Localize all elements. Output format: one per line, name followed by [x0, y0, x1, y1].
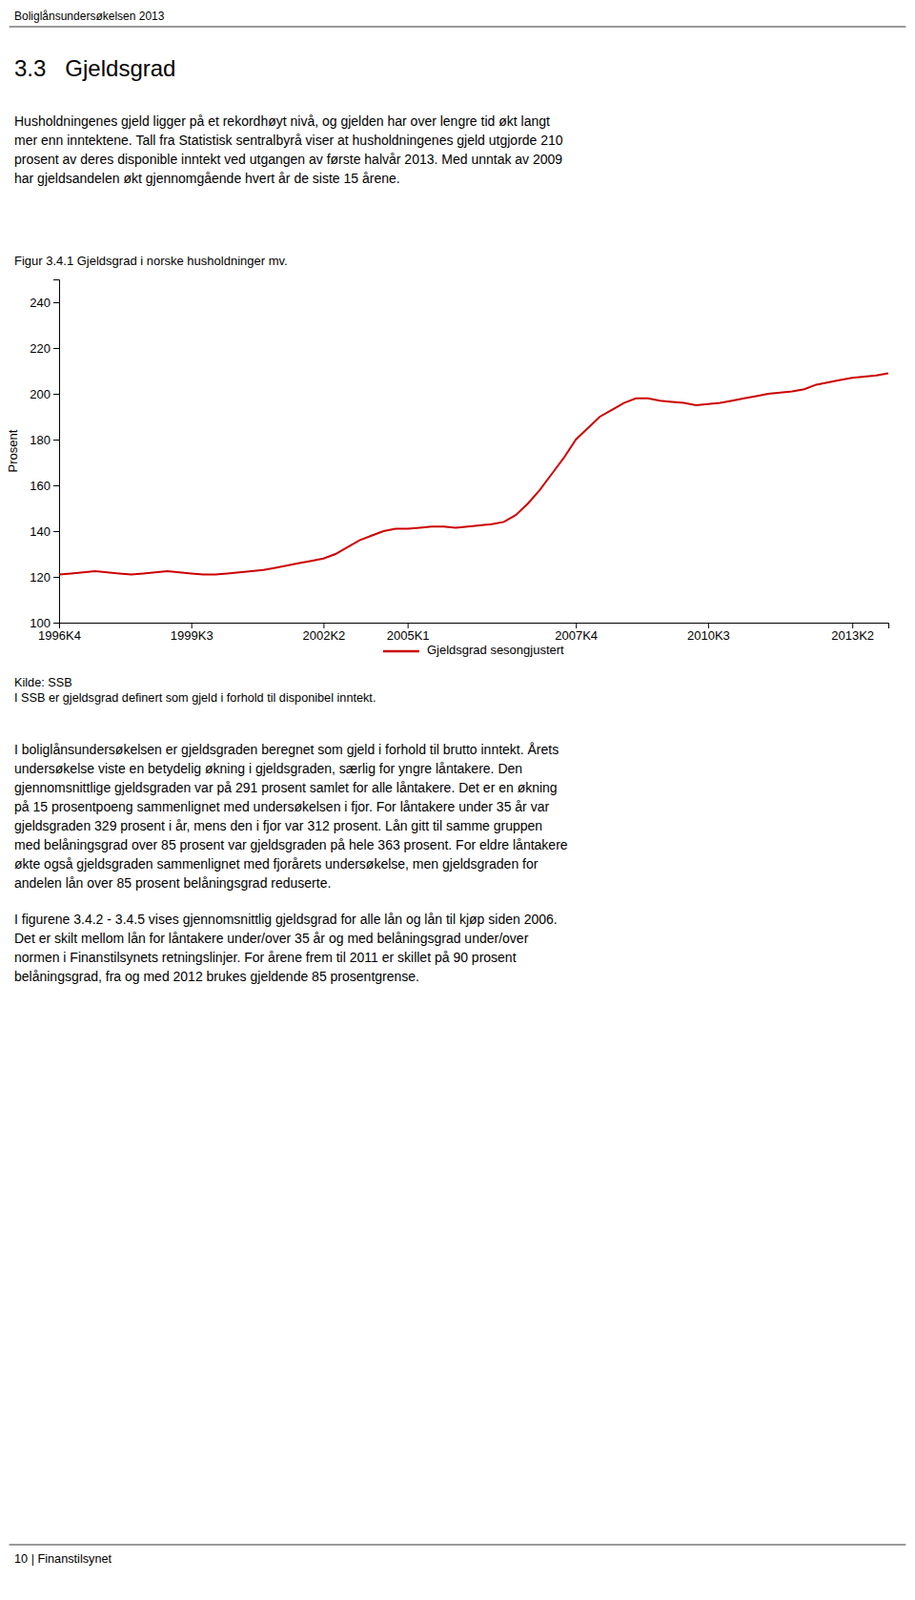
y-tick-mark — [53, 302, 60, 304]
paragraph-line: har gjeldsandelen økt gjennomgående hver… — [14, 170, 401, 186]
rule — [9, 1544, 907, 1546]
x-tick: 2002K2 — [302, 622, 346, 643]
x-tick-mark — [708, 622, 710, 629]
y-axis: 100120140160180200220240 — [29, 280, 60, 631]
legend-swatch — [383, 650, 420, 653]
x-tick-mark — [852, 622, 854, 629]
paragraph-line: andelen lån over 85 prosent belåningsgra… — [14, 874, 331, 891]
chart-title-line: Figur 3.4.1 Gjeldsgrad i norske husholdn… — [14, 253, 288, 268]
y-tick: 160 — [29, 478, 60, 493]
paragraph: Husholdningenes gjeld ligger på et rekor… — [14, 113, 564, 186]
y-tick-label: 220 — [29, 341, 51, 356]
page-header-line: Boliglånsundersøkelsen 2013 — [14, 9, 165, 23]
page-footer-line: 10 | Finanstilsynet — [14, 1551, 113, 1566]
paragraph-line: med belåningsgrad over 85 prosent var gj… — [14, 836, 569, 853]
paragraph-line: undersøkelse viste en betydelig økning i… — [14, 760, 523, 776]
rule — [9, 26, 907, 28]
y-tick-label: 180 — [29, 432, 51, 448]
chart-title: Figur 3.4.1 Gjeldsgrad i norske husholdn… — [14, 253, 288, 268]
y-tick-mark — [53, 530, 60, 532]
y-tick-label: 240 — [29, 295, 51, 310]
paragraph: I figurene 3.4.2 - 3.4.5 vises gjennomsn… — [14, 911, 558, 984]
section-title: 3.3 Gjeldsgrad — [14, 55, 176, 82]
paragraph-line: gjennomsnittlige gjeldsgraden var på 291… — [14, 779, 558, 795]
x-axis-line — [60, 623, 890, 630]
y-tick-label: 120 — [29, 569, 51, 585]
y-tick-label: 200 — [29, 386, 51, 402]
y-tick-mark — [53, 439, 60, 441]
y-tick-label: 140 — [29, 524, 51, 539]
paragraph-line: mer enn inntektene. Tall fra Statistisk … — [14, 132, 564, 148]
paragraph-line: I figurene 3.4.2 - 3.4.5 vises gjennomsn… — [14, 911, 558, 927]
series-line — [59, 372, 889, 574]
chart: 1001201401601802002202401996K41999K32002… — [5, 280, 890, 644]
source-note-line: I SSB er gjeldsgrad definert som gjeld i… — [14, 691, 376, 705]
y-tick: 220 — [29, 341, 60, 356]
x-tick-label: 1999K3 — [170, 628, 214, 643]
y-tick-mark — [53, 622, 60, 624]
y-tick: 120 — [29, 569, 60, 585]
paragraph-line: I boliglånsundersøkelsen er gjeldsgraden… — [14, 741, 559, 757]
section-title-line: 3.3 Gjeldsgrad — [14, 55, 176, 82]
paragraph-line: prosent av deres disponible inntekt ved … — [14, 151, 563, 167]
plot-area — [59, 372, 889, 574]
x-tick-mark — [323, 622, 325, 629]
paragraph-line: Det er skilt mellom lån for låntakere un… — [14, 930, 529, 946]
paragraph-line: økte også gjeldsgraden sammenlignet med … — [14, 855, 539, 872]
x-tick-label: 1996K4 — [38, 628, 82, 643]
x-tick: 2007K4 — [554, 622, 598, 643]
legend-item: Gjeldsgrad sesongjustert — [383, 642, 565, 657]
paragraph-line: belåningsgrad, fra og med 2012 brukes gj… — [14, 968, 420, 984]
source-note: Kilde: SSB — [14, 675, 73, 690]
page: Boliglånsundersøkelsen 2013 3.3 Gjeldsgra… — [0, 0, 915, 1600]
x-tick-label: 2013K2 — [831, 628, 875, 643]
x-tick: 2010K3 — [687, 622, 731, 643]
x-tick: 2013K2 — [831, 622, 875, 643]
page-footer: 10 | Finanstilsynet — [14, 1551, 113, 1566]
paragraph-line: på 15 prosentpoeng sammenlignet med unde… — [14, 798, 549, 814]
x-tick-mark — [191, 622, 193, 629]
paragraph-line: gjeldsgraden 329 prosent i år, mens den … — [14, 817, 543, 834]
x-tick-label: 2005K1 — [386, 628, 430, 643]
x-tick-mark — [407, 622, 409, 629]
x-tick-mark — [575, 622, 577, 629]
y-tick: 200 — [29, 386, 60, 402]
x-tick: 1996K4 — [38, 622, 82, 643]
paragraph: I boliglånsundersøkelsen er gjeldsgraden… — [14, 741, 569, 891]
y-tick-mark — [53, 393, 60, 395]
y-tick-mark — [53, 347, 60, 349]
y-tick-label: 160 — [29, 478, 51, 493]
legend: Gjeldsgrad sesongjustert — [383, 642, 565, 657]
x-tick: 1999K3 — [170, 622, 214, 643]
x-tick-mark — [59, 622, 61, 629]
legend-label: Gjeldsgrad sesongjustert — [427, 642, 565, 657]
x-tick: 2005K1 — [386, 622, 430, 643]
y-tick-mark — [53, 576, 60, 578]
y-axis-line — [53, 280, 61, 624]
x-tick-label: 2007K4 — [554, 628, 598, 643]
x-axis: 1996K4 1999K3 2002K2 2005K1 2007K4 2010K3 2013… — [38, 622, 889, 643]
y-axis-title: Prosent — [5, 428, 21, 472]
source-note-line: Kilde: SSB — [14, 675, 73, 690]
source-note: I SSB er gjeldsgrad definert som gjeld i… — [14, 691, 376, 705]
y-tick: 140 — [29, 524, 60, 539]
y-tick-mark — [53, 485, 60, 487]
y-tick: 180 — [29, 432, 60, 448]
y-tick: 240 — [29, 295, 60, 310]
page-header: Boliglånsundersøkelsen 2013 — [14, 9, 165, 23]
x-tick-label: 2002K2 — [302, 628, 346, 643]
paragraph-line: Husholdningenes gjeld ligger på et rekor… — [14, 113, 550, 129]
x-tick-label: 2010K3 — [687, 628, 731, 643]
paragraph-line: normen i Finanstilsynets retningslinjer.… — [14, 949, 517, 965]
